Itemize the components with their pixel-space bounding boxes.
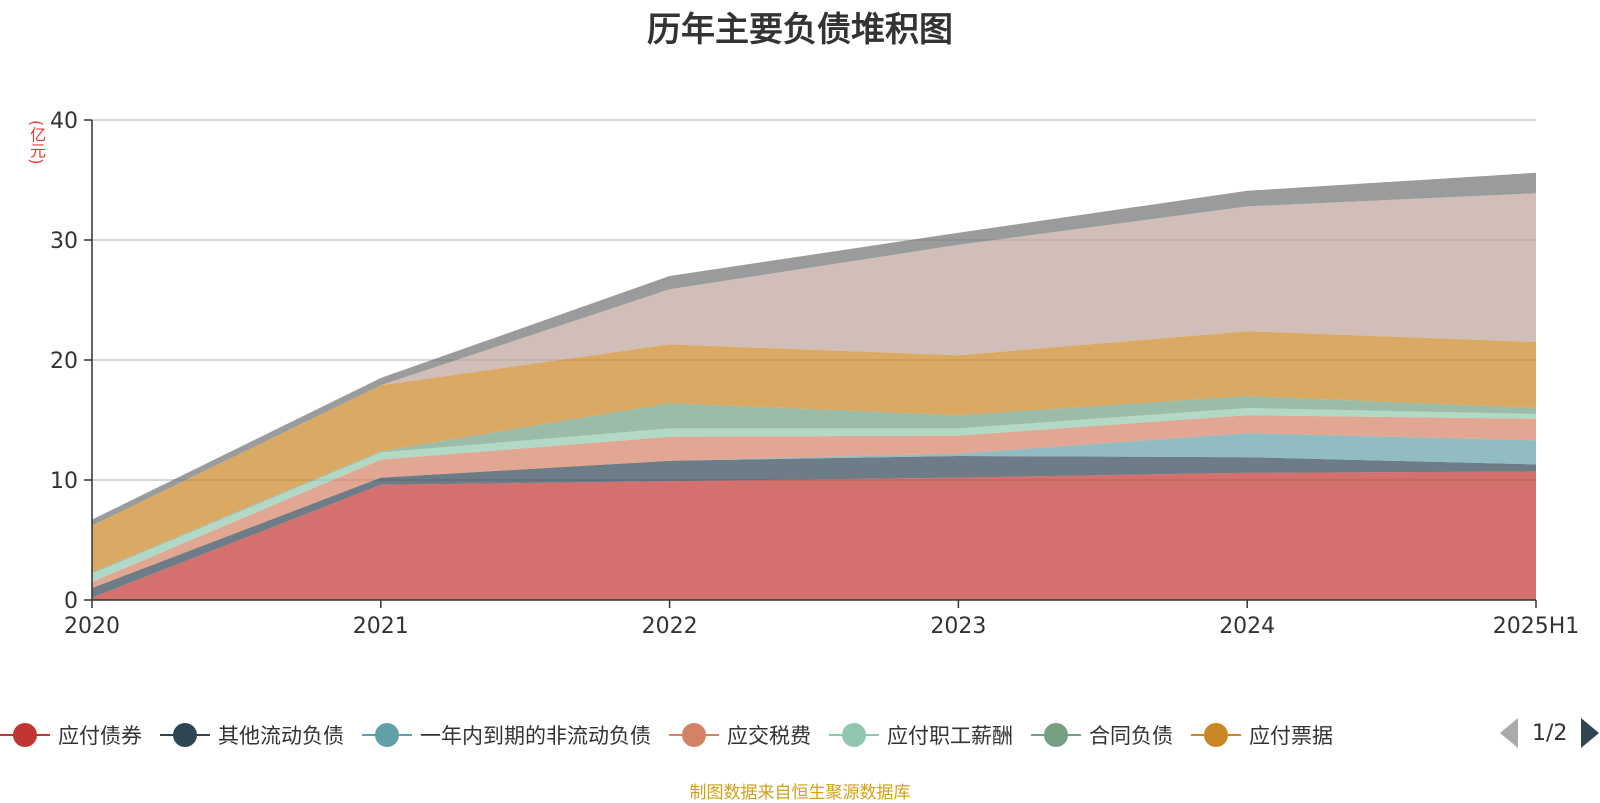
x-tick-label: 2023 [930,614,986,639]
legend-marker-icon [829,722,879,748]
legend-label: 应付职工薪酬 [887,724,1013,748]
legend-marker-icon [1031,722,1081,748]
legend-marker-icon [0,722,50,748]
legend-marker-icon [1191,722,1241,748]
legend-marker-icon [160,722,210,748]
series-area-3[interactable] [92,415,1536,588]
x-tick-label: 2022 [642,614,698,639]
legend-label: 合同负债 [1089,724,1173,748]
legend-label: 其他流动负债 [218,724,344,748]
legend-next-arrow-icon[interactable] [1581,718,1600,748]
y-tick-label: 30 [50,229,78,254]
y-tick-label: 20 [50,349,78,374]
legend-label: 应交税费 [727,724,811,748]
series-area-5[interactable] [92,396,1536,574]
y-tick-label: 0 [64,589,78,614]
x-tick-label: 2024 [1219,614,1275,639]
legend-item[interactable]: 应交税费 [669,720,811,750]
legend-item[interactable]: 应付债券 [0,720,142,750]
data-source-note: 制图数据来自恒生聚源数据库 [689,783,911,803]
legend-page-indicator: 1/2 [1532,720,1568,746]
legend-item[interactable]: 合同负债 [1031,720,1173,750]
legend-label: 应付债券 [58,724,142,748]
chart-legend: 应付债券 其他流动负债 一年内到期的非流动负债 应交税费 应付职工薪酬 合同负债 应付票据 [0,718,1600,752]
x-tick-label: 2021 [353,614,409,639]
legend-label: 应付票据 [1249,724,1333,748]
legend-pager: 1/2 [1500,718,1600,748]
series-area-6[interactable] [92,331,1536,573]
y-tick-label: 40 [50,109,78,134]
x-tick-label: 2020 [64,614,120,639]
legend-item[interactable]: 应付票据 [1191,720,1333,750]
chart-title: 历年主要负债堆积图 [647,10,953,50]
legend-prev-arrow-icon[interactable] [1500,718,1518,748]
series-area-7[interactable] [92,193,1536,526]
series-area-2[interactable] [92,433,1536,588]
legend-item[interactable]: 应付职工薪酬 [829,720,1013,750]
legend-marker-icon [362,722,412,748]
legend-label: 一年内到期的非流动负债 [420,724,651,748]
y-tick-label: 10 [50,469,78,494]
legend-item[interactable]: 一年内到期的非流动负债 [362,720,651,750]
y-axis-unit: (亿元) [27,120,46,165]
x-tick-label: 2025H1 [1493,614,1580,639]
legend-marker-icon [669,722,719,748]
stacked-area-chart: 0 10 20 30 40 2020 2021 2022 2023 2024 2025H1 [50,109,1580,639]
series-area-1[interactable] [92,456,1536,598]
legend-item[interactable]: 其他流动负债 [160,720,344,750]
series-area-0[interactable] [92,471,1536,600]
series-area-4[interactable] [92,408,1536,582]
